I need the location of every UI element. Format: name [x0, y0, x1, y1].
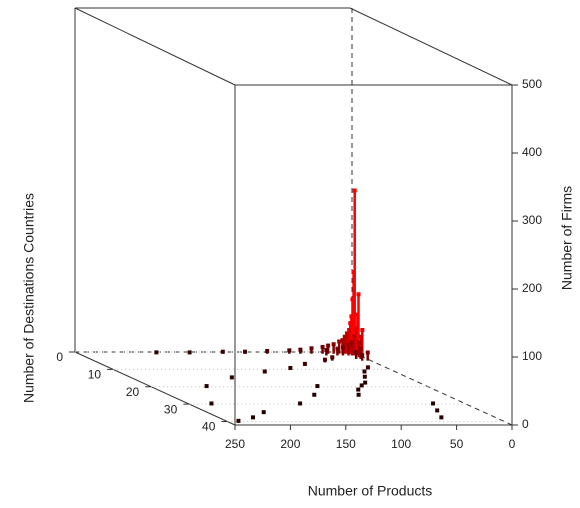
point: [342, 334, 347, 339]
point: [439, 415, 444, 420]
point: [360, 353, 365, 358]
point: [362, 374, 367, 379]
point: [220, 349, 225, 354]
point: [340, 338, 345, 343]
point: [352, 334, 357, 339]
point: [187, 350, 192, 355]
z-tick-label: 500: [522, 77, 542, 91]
point: [204, 384, 209, 389]
point: [287, 348, 292, 353]
box-edge: [74, 7, 236, 86]
x-tick-label: 150: [336, 437, 356, 451]
point: [356, 392, 361, 397]
point: [346, 342, 351, 347]
point: [348, 321, 353, 326]
point: [315, 384, 320, 389]
point: [288, 366, 293, 371]
y-tick-label: 30: [164, 402, 178, 416]
y-axis-title: Number of Destinations Countries: [21, 193, 37, 403]
z-tick-label: 0: [522, 417, 529, 431]
point: [337, 339, 342, 344]
point: [320, 344, 325, 349]
point: [243, 349, 248, 354]
point: [365, 365, 370, 370]
point: [435, 408, 440, 413]
box-edge: [74, 351, 236, 426]
x-tick-label: 200: [280, 437, 300, 451]
point: [355, 312, 360, 317]
y-tick-label: 10: [88, 368, 102, 382]
point: [322, 357, 327, 362]
point: [331, 342, 336, 347]
point: [362, 369, 367, 374]
point: [324, 348, 329, 353]
x-tick-label: 50: [450, 437, 464, 451]
point: [298, 401, 303, 406]
point: [359, 383, 364, 388]
point: [302, 361, 307, 366]
x-axis-title: Number of Products: [308, 483, 433, 499]
point: [326, 343, 331, 348]
point: [350, 297, 355, 302]
point: [309, 346, 314, 351]
y-tick-label: 40: [202, 420, 216, 434]
point: [354, 350, 359, 355]
y-tick-label: 0: [56, 350, 63, 364]
point: [340, 345, 345, 350]
point: [312, 392, 317, 397]
z-tick-label: 300: [522, 213, 542, 227]
point: [349, 314, 354, 319]
point: [356, 292, 361, 297]
point: [251, 415, 256, 420]
point: [154, 350, 159, 355]
point: [365, 350, 370, 355]
x-tick-label: 250: [225, 437, 245, 451]
point: [298, 347, 303, 352]
point: [352, 188, 357, 193]
point: [335, 346, 340, 351]
z-tick-label: 100: [522, 349, 542, 363]
point: [356, 340, 361, 345]
point: [358, 346, 363, 351]
box-edge: [351, 351, 513, 426]
point: [359, 334, 364, 339]
x-tick-label: 0: [509, 437, 516, 451]
z-tick-label: 400: [522, 145, 542, 159]
y-tick-label: 20: [126, 385, 140, 399]
x-tick-label: 100: [391, 437, 411, 451]
point: [363, 380, 368, 385]
point: [262, 369, 267, 374]
point: [209, 401, 214, 406]
z-axis-title: Number of Firms: [559, 186, 575, 290]
point: [265, 349, 270, 354]
point: [349, 339, 354, 344]
point: [354, 326, 359, 331]
box: [74, 7, 513, 426]
point: [236, 418, 241, 423]
point: [360, 328, 365, 333]
point: [344, 331, 349, 336]
point: [347, 327, 352, 332]
z-tick-label: 200: [522, 281, 542, 295]
box-edge: [349, 7, 513, 86]
point: [229, 375, 234, 380]
point: [431, 401, 436, 406]
point: [356, 387, 361, 392]
point: [261, 410, 266, 415]
point: [351, 270, 356, 275]
point: [330, 355, 335, 360]
